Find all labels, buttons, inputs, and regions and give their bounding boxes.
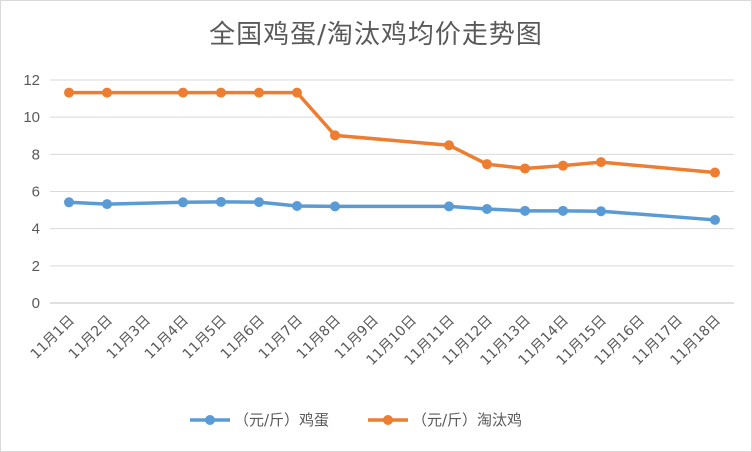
- y-tick-label: 2: [32, 258, 40, 275]
- data-point: [444, 140, 454, 151]
- legend-item: （元/斤）淘汰鸡: [368, 411, 522, 429]
- data-point: [292, 87, 302, 98]
- series-1: [64, 196, 720, 225]
- data-point: [254, 197, 264, 208]
- legend-swatch-marker: [383, 415, 393, 425]
- data-point: [558, 205, 568, 216]
- series-line: [69, 90, 716, 175]
- data-point: [64, 87, 74, 98]
- y-tick-label: 10: [23, 109, 40, 126]
- data-point: [520, 163, 530, 174]
- y-axis-ticks: 0 2 4 6 8 10 12: [23, 72, 40, 312]
- data-point: [596, 157, 606, 168]
- data-point: [444, 201, 454, 212]
- data-point: [178, 87, 188, 98]
- legend: （元/斤）鸡蛋 （元/斤）淘汰鸡: [190, 411, 522, 429]
- data-point: [330, 201, 340, 212]
- data-point: [178, 197, 188, 208]
- legend-label: （元/斤）淘汰鸡: [412, 411, 522, 429]
- data-point: [710, 214, 720, 225]
- series-2: [64, 87, 720, 178]
- y-tick-label: 8: [32, 146, 40, 163]
- data-point: [64, 197, 74, 208]
- data-point: [102, 87, 112, 98]
- data-point: [482, 159, 492, 170]
- legend-label: （元/斤）鸡蛋: [234, 411, 329, 429]
- y-tick-label: 6: [32, 184, 40, 201]
- series-lines: [64, 87, 720, 225]
- data-point: [558, 160, 568, 171]
- data-point: [216, 87, 226, 98]
- data-point: [254, 87, 264, 98]
- data-point: [216, 196, 226, 207]
- series-line: [68, 200, 716, 222]
- data-point: [710, 167, 720, 178]
- data-point: [520, 205, 530, 216]
- legend-swatch-marker: [205, 415, 215, 425]
- y-tick-label: 12: [23, 72, 40, 89]
- y-tick-label: 0: [32, 295, 40, 312]
- gridlines: [50, 79, 734, 304]
- data-point: [102, 199, 112, 210]
- data-point: [596, 206, 606, 217]
- legend-item: （元/斤）鸡蛋: [190, 411, 329, 429]
- x-axis-ticks: 11月1日11月2日11月3日11月4日11月5日11月6日11月7日11月8日…: [28, 313, 724, 369]
- data-point: [330, 130, 340, 141]
- chart-title: 全国鸡蛋/淘汰鸡均价走势图: [209, 20, 543, 50]
- data-point: [482, 203, 492, 214]
- y-tick-label: 4: [32, 221, 40, 238]
- data-point: [292, 200, 302, 211]
